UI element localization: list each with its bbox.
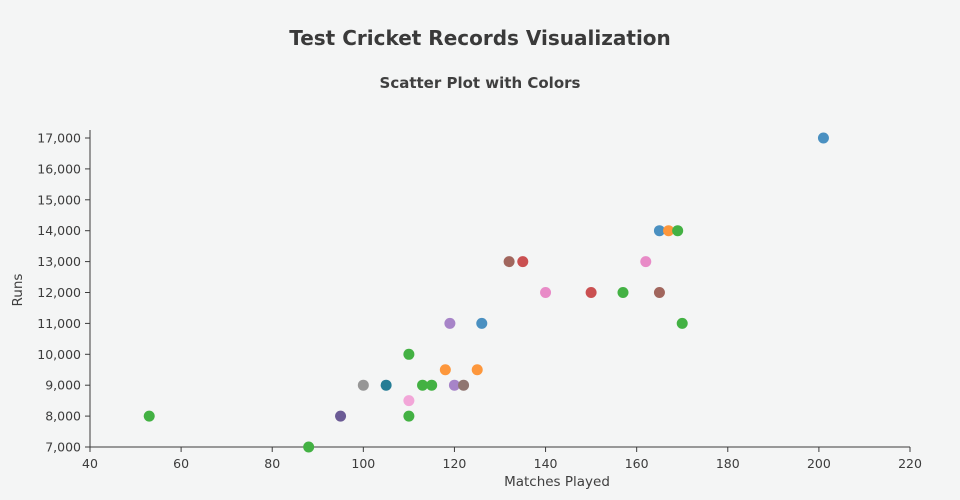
scatter-point	[143, 410, 155, 422]
y-tick-label: 13,000	[37, 254, 81, 269]
scatter-point	[426, 379, 438, 391]
scatter-point	[335, 410, 347, 422]
scatter-point	[640, 256, 652, 268]
scatter-point	[417, 379, 429, 391]
y-tick-label: 12,000	[37, 285, 81, 300]
x-tick-label: 160	[625, 456, 649, 471]
scatter-point	[403, 395, 415, 407]
x-tick-label: 60	[173, 456, 189, 471]
scatter-point	[663, 225, 675, 237]
scatter-point	[471, 364, 483, 376]
y-tick-label: 10,000	[37, 347, 81, 362]
scatter-points	[143, 132, 829, 453]
y-axis-label: Runs	[10, 274, 26, 307]
x-tick-label: 140	[534, 456, 558, 471]
scatter-point	[357, 379, 369, 391]
scatter-point	[585, 287, 597, 298]
x-tick-label: 80	[264, 456, 280, 471]
scatter-point	[380, 379, 392, 391]
scatter-point	[444, 317, 456, 329]
y-tick-label: 7,000	[45, 440, 81, 455]
chart-subtitle: Scatter Plot with Colors	[380, 74, 581, 92]
chart-title: Test Cricket Records Visualization	[289, 26, 671, 50]
scatter-point	[476, 317, 488, 329]
y-tick-label: 8,000	[45, 409, 81, 424]
y-tick-label: 15,000	[37, 192, 81, 207]
x-tick-label: 200	[807, 456, 831, 471]
scatter-point	[817, 132, 829, 144]
y-tick-label: 16,000	[37, 161, 81, 176]
y-tick-label: 11,000	[37, 316, 81, 331]
scatter-point	[503, 256, 515, 268]
x-tick-label: 120	[443, 456, 467, 471]
scatter-point	[540, 287, 552, 298]
x-axis-label: Matches Played	[504, 474, 610, 490]
scatter-point	[448, 379, 460, 391]
scatter-point	[676, 317, 688, 329]
scatter-point	[672, 225, 684, 237]
scatter-point	[403, 410, 415, 422]
x-tick-label: 40	[82, 456, 98, 471]
y-tick-label: 14,000	[37, 223, 81, 238]
y-tick-label: 9,000	[45, 378, 81, 393]
y-tick-label: 17,000	[37, 131, 81, 146]
x-tick-label: 180	[716, 456, 740, 471]
x-tick-label: 100	[351, 456, 375, 471]
axes: 7,000 8,000 9,000 10,000 11,000 12,000 13,000 1…	[37, 130, 922, 471]
x-tick-label: 220	[898, 456, 922, 471]
scatter-point	[653, 225, 665, 237]
scatter-point	[439, 364, 451, 376]
scatter-point	[303, 441, 315, 453]
scatter-point	[517, 256, 529, 268]
scatter-point	[458, 379, 470, 391]
scatter-point	[617, 287, 629, 298]
scatter-point	[653, 287, 665, 298]
scatter-point	[403, 348, 415, 360]
